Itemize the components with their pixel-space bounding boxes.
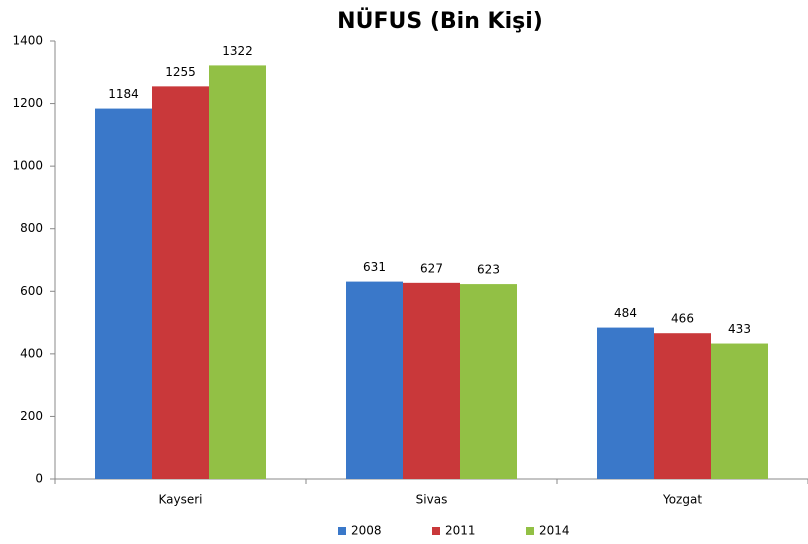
bar <box>152 86 209 479</box>
y-tick-label: 0 <box>35 472 43 486</box>
bar <box>711 343 768 479</box>
legend-label: 2014 <box>539 524 570 538</box>
data-label: 1184 <box>108 87 139 101</box>
legend-label: 2008 <box>351 524 382 538</box>
y-tick-label: 400 <box>20 346 43 360</box>
bar <box>95 108 152 479</box>
y-tick-label: 1000 <box>12 159 43 173</box>
data-label: 484 <box>614 306 637 320</box>
data-label: 631 <box>363 260 386 274</box>
legend-swatch <box>526 527 534 535</box>
data-label: 466 <box>671 312 694 326</box>
legend-swatch <box>432 527 440 535</box>
bar <box>209 65 266 479</box>
y-tick-label: 1400 <box>12 34 43 48</box>
bar <box>654 333 711 479</box>
bar <box>403 282 460 479</box>
x-tick-label: Sivas <box>416 493 448 507</box>
legend-label: 2011 <box>445 524 476 538</box>
data-label: 433 <box>728 322 751 336</box>
chart-title: NÜFUS (Bin Kişi) <box>337 8 543 34</box>
bar <box>346 281 403 479</box>
y-tick-label: 800 <box>20 221 43 235</box>
data-label: 627 <box>420 261 443 275</box>
legend-swatch <box>338 527 346 535</box>
data-label: 1255 <box>165 65 196 79</box>
data-label: 1322 <box>222 44 253 58</box>
x-tick-label: Yozgat <box>662 493 702 507</box>
y-tick-label: 600 <box>20 284 43 298</box>
y-tick-label: 200 <box>20 409 43 423</box>
bar <box>460 284 517 479</box>
bar <box>597 327 654 479</box>
data-label: 623 <box>477 263 500 277</box>
y-tick-label: 1200 <box>12 96 43 110</box>
x-tick-label: Kayseri <box>158 493 202 507</box>
